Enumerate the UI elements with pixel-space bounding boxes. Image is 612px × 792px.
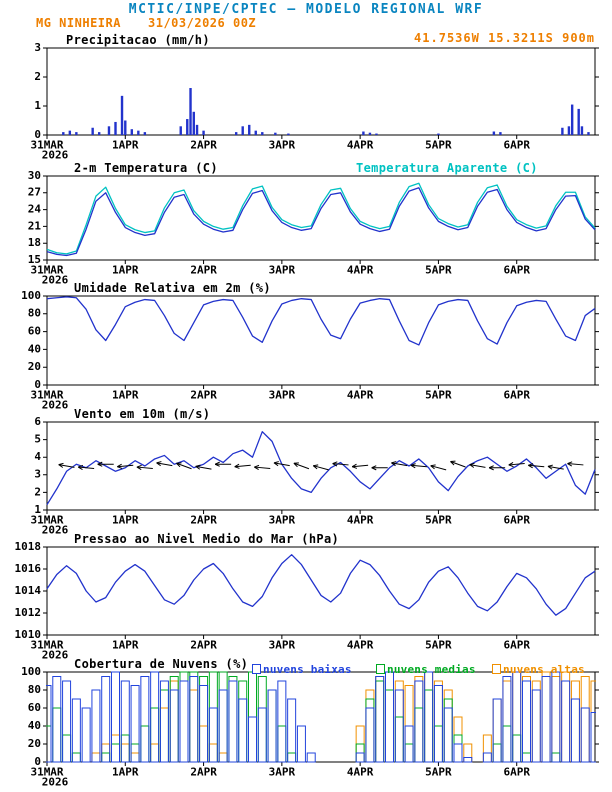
mid-clouds-swatch-icon (376, 664, 385, 674)
legend-high-clouds: nuvens altas (492, 658, 585, 677)
station-label: MG NINHEIRA (36, 16, 121, 30)
panel-title-wind: Vento em 10m (m/s) (74, 407, 211, 421)
legend-low-clouds-label: nuvens baixas (263, 663, 352, 676)
page-title: MCTIC/INPE/CPTEC — MODELO REGIONAL WRF (128, 2, 484, 17)
legend-mid-clouds: nuvens medias (376, 658, 476, 677)
low-clouds-swatch-icon (252, 664, 261, 674)
legend-apparent-temperature: Temperatura Aparente (C) (356, 161, 538, 175)
panel-title-humidity: Umidade Relativa em 2m (%) (74, 281, 271, 295)
location-coords-label: 41.7536W 15.3211S 900m (414, 31, 595, 45)
high-clouds-swatch-icon (492, 664, 501, 674)
run-datetime-label: 31/03/2026 00Z (148, 16, 257, 30)
panel-title-pressure: Pressao ao Nivel Medio do Mar (hPa) (74, 532, 340, 546)
panel-title-precipitation: Precipitacao (mm/h) (66, 33, 210, 47)
panel-title-clouds: Cobertura de Nuvens (%) (74, 657, 249, 671)
legend-mid-clouds-label: nuvens medias (387, 663, 476, 676)
legend-low-clouds: nuvens baixas (252, 658, 352, 677)
panel-title-temperature: 2-m Temperatura (C) (74, 161, 218, 175)
legend-high-clouds-label: nuvens altas (503, 663, 585, 676)
